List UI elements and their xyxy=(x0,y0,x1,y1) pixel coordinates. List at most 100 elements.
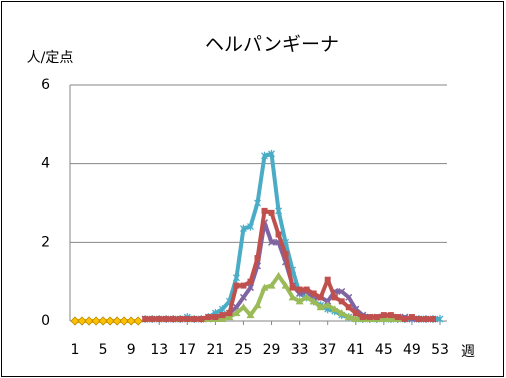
marker xyxy=(408,314,415,321)
marker xyxy=(149,316,156,323)
marker xyxy=(267,281,276,289)
marker xyxy=(303,286,310,293)
x-tick-label: 41 xyxy=(347,342,365,358)
x-tick-label: 17 xyxy=(178,342,196,358)
marker xyxy=(351,315,360,323)
x-tick-label: 29 xyxy=(263,342,281,358)
marker xyxy=(240,282,247,289)
marker xyxy=(436,315,444,324)
marker xyxy=(260,283,269,291)
marker xyxy=(373,314,380,321)
marker xyxy=(247,278,254,285)
marker xyxy=(225,313,234,321)
marker xyxy=(156,316,163,323)
marker xyxy=(119,316,129,326)
x-tick-label: 9 xyxy=(127,342,136,358)
marker xyxy=(247,222,254,231)
x-tick-label: 45 xyxy=(375,342,393,358)
x-tick-label: 13 xyxy=(150,342,168,358)
marker xyxy=(344,313,353,321)
marker xyxy=(261,207,268,214)
x-tick-label: 53 xyxy=(431,342,449,358)
marker xyxy=(212,314,219,321)
y-tick-label: 2 xyxy=(41,234,50,250)
marker xyxy=(282,251,289,258)
marker xyxy=(268,238,276,246)
marker xyxy=(133,316,143,326)
marker xyxy=(163,316,170,323)
marker xyxy=(126,316,136,326)
x-tick-label: 5 xyxy=(99,342,108,358)
marker xyxy=(177,316,184,323)
marker xyxy=(91,316,101,326)
x-tick-label: 1 xyxy=(71,342,80,358)
marker xyxy=(289,284,296,291)
marker xyxy=(345,293,353,301)
y-tick-label: 0 xyxy=(41,313,50,329)
marker xyxy=(184,316,191,323)
marker xyxy=(239,293,247,301)
marker xyxy=(170,316,177,323)
marker xyxy=(226,310,233,317)
marker xyxy=(239,303,248,311)
marker xyxy=(275,231,282,238)
x-tick-label: 37 xyxy=(319,342,337,358)
y-tick-label: 6 xyxy=(41,77,50,93)
marker xyxy=(112,316,122,326)
marker xyxy=(323,301,332,309)
marker xyxy=(240,224,247,233)
marker xyxy=(394,314,401,321)
marker xyxy=(316,303,325,311)
marker xyxy=(309,297,318,305)
chart-title: ヘルパンギーナ xyxy=(205,34,339,56)
marker xyxy=(331,294,338,301)
marker xyxy=(345,304,352,311)
x-tick-label: 21 xyxy=(206,342,224,358)
marker xyxy=(142,316,149,323)
x-axis-label: 週 xyxy=(461,344,475,360)
marker xyxy=(205,314,212,321)
marker xyxy=(429,316,436,323)
marker xyxy=(233,282,240,289)
marker xyxy=(415,316,422,323)
marker xyxy=(338,287,346,296)
marker xyxy=(77,316,87,326)
marker xyxy=(254,199,261,207)
marker xyxy=(246,284,255,292)
marker xyxy=(366,314,373,321)
marker xyxy=(338,298,345,305)
marker xyxy=(198,316,205,323)
marker xyxy=(379,315,388,323)
marker xyxy=(422,316,429,323)
marker xyxy=(359,314,366,321)
marker xyxy=(70,316,80,326)
marker xyxy=(302,293,311,301)
marker xyxy=(401,316,408,323)
marker xyxy=(317,294,324,301)
marker xyxy=(105,316,115,326)
marker xyxy=(275,206,283,215)
marker xyxy=(261,151,268,160)
marker xyxy=(296,286,303,293)
marker xyxy=(380,312,387,319)
marker xyxy=(281,281,290,289)
marker xyxy=(295,297,304,305)
marker xyxy=(218,305,226,314)
marker xyxy=(232,273,240,282)
marker xyxy=(232,309,241,317)
x-tick-label: 49 xyxy=(403,342,421,358)
marker xyxy=(330,305,339,313)
marker xyxy=(254,255,261,262)
marker xyxy=(386,315,395,323)
marker xyxy=(310,290,317,297)
y-tick-label: 4 xyxy=(41,156,50,172)
marker xyxy=(191,316,198,323)
x-tick-label: 33 xyxy=(291,342,309,358)
marker xyxy=(246,311,255,319)
marker xyxy=(268,209,275,216)
marker xyxy=(337,309,346,317)
marker xyxy=(84,316,94,326)
marker xyxy=(268,149,275,158)
marker xyxy=(218,315,227,323)
